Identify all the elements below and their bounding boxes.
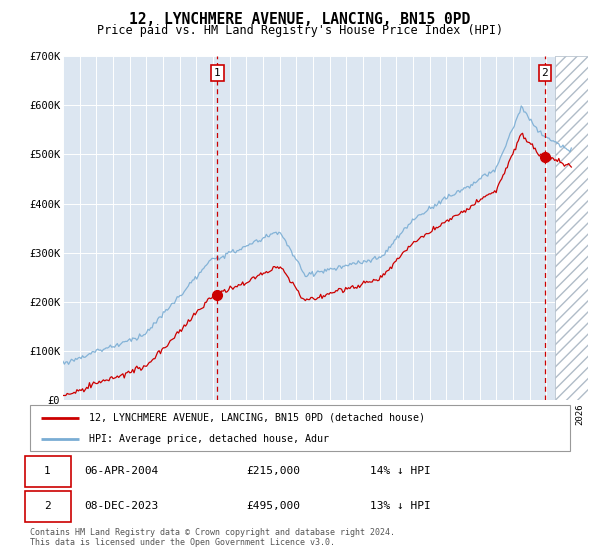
Text: 13% ↓ HPI: 13% ↓ HPI xyxy=(370,501,431,511)
Text: 2: 2 xyxy=(44,501,51,511)
Text: Contains HM Land Registry data © Crown copyright and database right 2024.: Contains HM Land Registry data © Crown c… xyxy=(30,528,395,536)
Text: 1: 1 xyxy=(214,68,221,78)
FancyBboxPatch shape xyxy=(25,456,71,487)
Bar xyxy=(554,56,596,400)
FancyBboxPatch shape xyxy=(25,491,71,521)
Bar xyxy=(554,56,596,400)
Text: £215,000: £215,000 xyxy=(246,466,300,476)
Text: 12, LYNCHMERE AVENUE, LANCING, BN15 0PD (detached house): 12, LYNCHMERE AVENUE, LANCING, BN15 0PD … xyxy=(89,413,425,423)
Text: 14% ↓ HPI: 14% ↓ HPI xyxy=(370,466,431,476)
Text: 06-APR-2004: 06-APR-2004 xyxy=(84,466,158,476)
FancyBboxPatch shape xyxy=(30,405,570,451)
Text: 12, LYNCHMERE AVENUE, LANCING, BN15 0PD: 12, LYNCHMERE AVENUE, LANCING, BN15 0PD xyxy=(130,12,470,27)
Text: 2: 2 xyxy=(542,68,548,78)
Text: HPI: Average price, detached house, Adur: HPI: Average price, detached house, Adur xyxy=(89,435,329,444)
Text: This data is licensed under the Open Government Licence v3.0.: This data is licensed under the Open Gov… xyxy=(30,538,335,547)
Text: 1: 1 xyxy=(44,466,51,476)
Text: £495,000: £495,000 xyxy=(246,501,300,511)
Text: 08-DEC-2023: 08-DEC-2023 xyxy=(84,501,158,511)
Text: Price paid vs. HM Land Registry's House Price Index (HPI): Price paid vs. HM Land Registry's House … xyxy=(97,24,503,37)
